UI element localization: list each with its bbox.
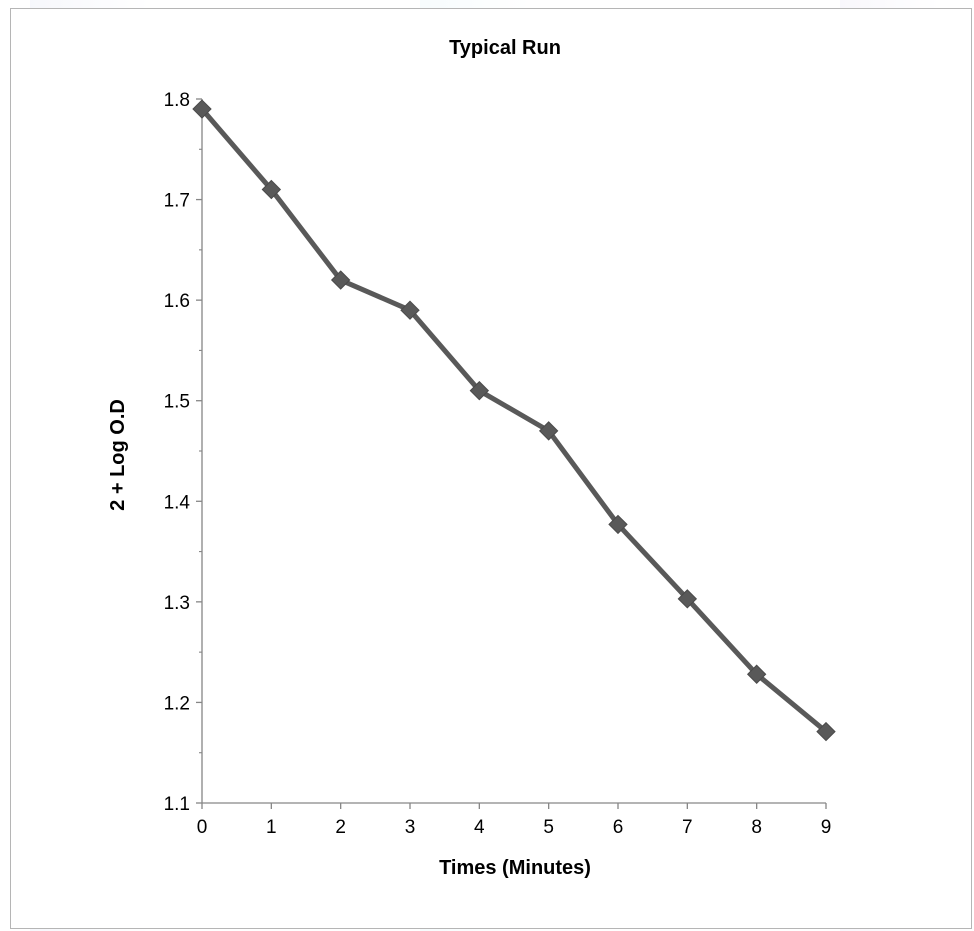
x-tick-label: 9 — [821, 817, 832, 838]
x-tick-label: 3 — [405, 817, 416, 838]
x-axis-title: Times (Minutes) — [439, 857, 591, 879]
y-tick-label: 1.6 — [164, 291, 190, 312]
axes — [196, 98, 827, 809]
chart-title: Typical Run — [449, 37, 561, 59]
x-tick-label: 2 — [335, 817, 346, 838]
y-tick-label: 1.3 — [164, 593, 190, 614]
data-point-marker — [469, 380, 490, 401]
x-tick-label: 6 — [613, 817, 624, 838]
x-tick-label: 7 — [682, 817, 693, 838]
data-point-marker — [192, 99, 212, 119]
data-point-marker — [816, 721, 836, 742]
y-tick-label: 1.5 — [164, 392, 190, 413]
series-line — [199, 106, 829, 735]
data-point-marker — [746, 664, 767, 684]
x-tick-label: 1 — [266, 817, 277, 838]
data-point-marker — [608, 514, 628, 535]
data-point-marker — [261, 179, 282, 200]
y-tick-label: 1.2 — [164, 693, 190, 714]
y-tick-label: 1.4 — [164, 492, 191, 513]
data-series — [192, 99, 836, 742]
data-point-marker — [677, 589, 698, 609]
tick-labels: 1.1 1.2 1.3 1.4 1.5 1.6 1.7 1.8 0 1 2 3 4 5 6 7 8 9 — [164, 90, 832, 838]
y-axis-title: 2 + Log O.D — [107, 399, 129, 511]
y-tick-label: 1.7 — [164, 191, 190, 212]
x-tick-label: 8 — [751, 817, 762, 838]
y-tick-label: 1.8 — [164, 90, 190, 111]
x-tick-label: 4 — [474, 817, 485, 838]
chart-area — [10, 8, 972, 929]
data-point-marker — [400, 300, 420, 320]
x-tick-label: 5 — [543, 817, 554, 838]
x-tick-label: 0 — [197, 817, 208, 838]
y-tick-label: 1.1 — [164, 794, 190, 815]
data-point-marker — [538, 421, 559, 441]
data-point-marker — [330, 270, 351, 290]
